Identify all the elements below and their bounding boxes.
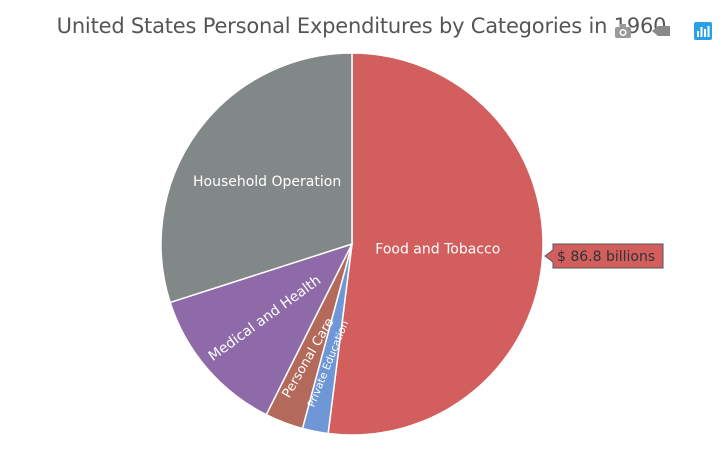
- slice-label-household-operation: Household Operation: [193, 174, 341, 190]
- slice-food-and-tobacco[interactable]: [327, 52, 544, 436]
- slice-label-food-and-tobacco: Food and Tobacco: [375, 241, 500, 257]
- chart-title: United States Personal Expenditures by C…: [56, 14, 667, 38]
- slice-medical-and-health[interactable]: [169, 242, 354, 416]
- tooltip: $ 86.8 billions: [544, 243, 664, 269]
- slice-household-operation[interactable]: [160, 52, 353, 304]
- back-arrow-icon[interactable]: [650, 20, 672, 42]
- tooltip-text: $ 86.8 billions: [557, 249, 655, 265]
- bar-chart-icon[interactable]: [692, 20, 714, 42]
- tooltip-box: [544, 243, 664, 269]
- camera-icon[interactable]: [612, 20, 634, 42]
